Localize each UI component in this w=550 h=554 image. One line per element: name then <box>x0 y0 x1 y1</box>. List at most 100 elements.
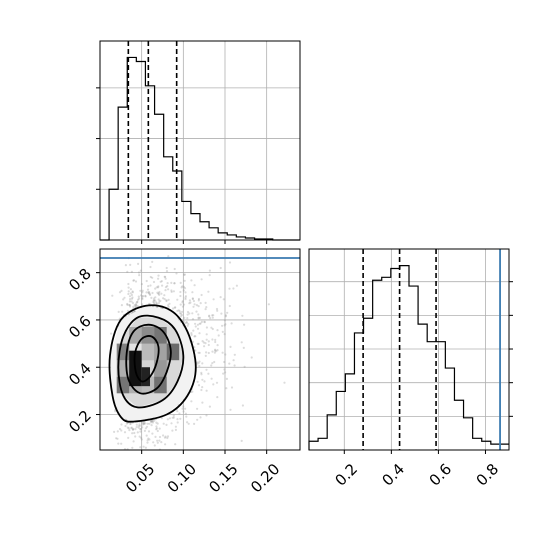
axes-frame <box>99 40 301 241</box>
scatter-point <box>208 314 211 317</box>
scatter-point <box>148 422 151 425</box>
scatter-point <box>129 305 132 308</box>
scatter-point <box>148 438 151 441</box>
scatter-point <box>148 291 151 294</box>
scatter-point <box>199 302 202 305</box>
scatter-point <box>283 381 286 384</box>
scatter-point <box>120 423 123 426</box>
scatter-point <box>219 296 222 299</box>
scatter-point <box>127 427 130 430</box>
scatter-point <box>128 303 131 307</box>
scatter-point <box>135 423 138 426</box>
scatter-point <box>204 342 207 345</box>
scatter-point <box>181 300 184 303</box>
scatter-point <box>196 323 199 326</box>
scatter-point <box>147 437 150 440</box>
scatter-point <box>185 321 188 324</box>
scatter-point <box>214 340 217 344</box>
scatter-point <box>127 292 130 296</box>
scatter-point <box>232 359 235 362</box>
density-cell <box>141 367 150 387</box>
scatter-point <box>155 421 158 424</box>
scatter-point <box>145 279 148 283</box>
scatter-point <box>222 372 225 375</box>
scatter-point <box>200 293 203 297</box>
scatter-point <box>131 290 134 293</box>
scatter-point <box>191 297 194 301</box>
scatter-point <box>196 380 199 383</box>
scatter-point <box>156 422 159 425</box>
scatter-point <box>213 351 216 354</box>
scatter-point <box>223 333 226 336</box>
scatter-point <box>155 425 158 428</box>
scatter-point <box>153 299 156 302</box>
scatter-point <box>191 390 194 393</box>
scatter-point <box>200 320 203 323</box>
axes-frame <box>99 248 301 451</box>
scatter-point <box>208 315 211 318</box>
scatter-point <box>134 435 137 438</box>
scatter-point <box>174 306 177 309</box>
scatter-point <box>151 260 154 263</box>
contour-line <box>117 314 185 409</box>
scatter-point <box>138 424 141 427</box>
scatter-point <box>197 299 200 302</box>
scatter-point <box>157 277 160 280</box>
scatter-point <box>157 292 160 295</box>
scatter-point <box>223 360 226 364</box>
scatter-point <box>140 283 143 286</box>
scatter-point <box>216 349 219 352</box>
scatter-point <box>140 436 143 439</box>
scatter-point <box>203 380 206 383</box>
scatter-point <box>155 302 158 305</box>
scatter-point <box>131 446 134 449</box>
scatter-point <box>135 302 138 305</box>
scatter-point <box>141 303 144 306</box>
scatter-point <box>189 301 192 304</box>
scatter-point <box>146 439 149 442</box>
scatter-point <box>158 290 161 294</box>
scatter-point <box>203 345 206 348</box>
scatter-point <box>209 317 212 320</box>
scatter-point <box>211 327 214 331</box>
scatter-point <box>144 427 147 430</box>
scatter-point <box>139 428 142 431</box>
scatter-point <box>117 310 120 313</box>
scatter-point <box>159 280 162 283</box>
scatter-point <box>193 335 196 338</box>
scatter-point <box>192 305 195 308</box>
scatter-point <box>205 326 208 329</box>
scatter-point <box>129 298 132 301</box>
scatter-point <box>207 372 210 375</box>
scatter-point <box>124 264 127 267</box>
scatter-point <box>199 416 202 419</box>
scatter-point <box>214 349 217 352</box>
scatter-point <box>134 428 137 431</box>
scatter-point <box>163 436 167 439</box>
scatter-point <box>126 270 129 273</box>
scatter-point <box>124 424 127 428</box>
scatter-point <box>179 290 182 294</box>
scatter-point <box>133 431 136 435</box>
scatter-point <box>188 312 191 315</box>
scatter-point <box>167 305 170 308</box>
scatter-point <box>141 426 144 429</box>
scatter-point <box>144 446 147 449</box>
scatter-point <box>186 313 189 316</box>
scatter-point <box>110 332 113 335</box>
scatter-point <box>150 424 153 427</box>
scatter-point <box>148 292 151 295</box>
scatter-point <box>232 287 235 290</box>
scatter-point <box>162 297 165 300</box>
histogram-step <box>100 56 300 241</box>
scatter-point <box>182 285 185 288</box>
scatter-point <box>187 422 190 425</box>
scatter-point <box>166 282 169 285</box>
scatter-point <box>150 420 153 423</box>
scatter-point <box>170 289 173 292</box>
scatter-point <box>197 317 200 320</box>
scatter-point <box>160 292 163 295</box>
scatter-point <box>176 418 179 421</box>
scatter-point <box>205 306 208 309</box>
scatter-point <box>233 364 236 367</box>
